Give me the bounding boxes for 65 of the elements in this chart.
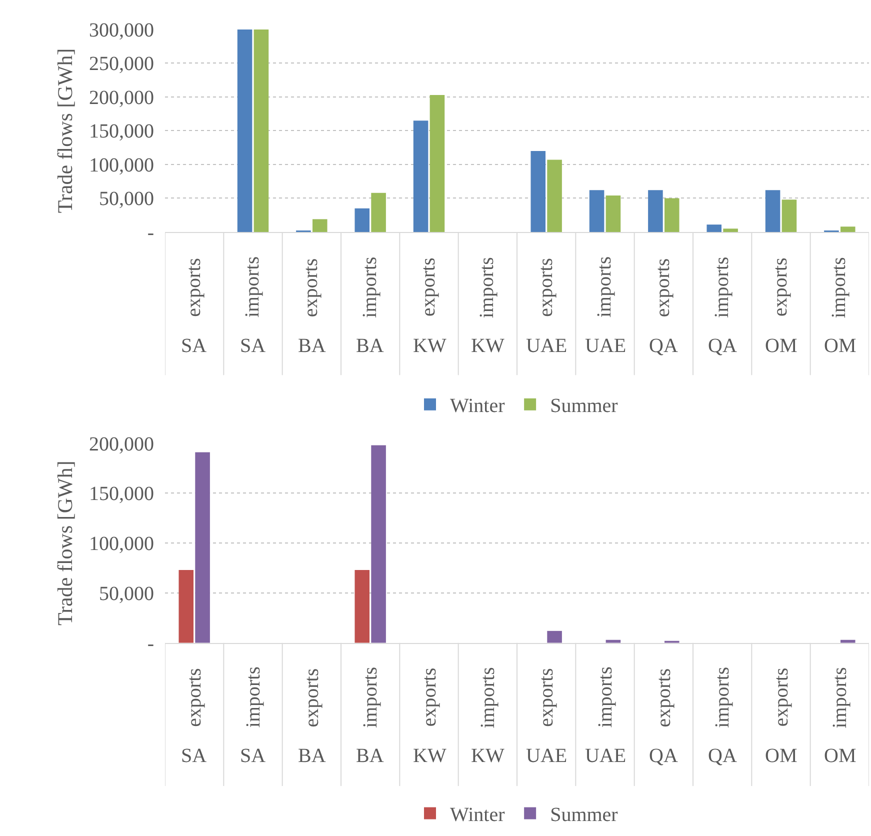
bar <box>648 190 663 232</box>
y-tick-label: 100,000 <box>89 154 154 176</box>
y-tick-label: 50,000 <box>99 188 154 210</box>
x-tick-label: imports OM <box>824 256 856 357</box>
bar <box>354 208 370 232</box>
y-tick-label: - <box>147 632 154 655</box>
x-tick-label: exports OM <box>765 668 798 767</box>
legend-label: Summer <box>550 804 618 826</box>
x-tick-label: imports SA <box>240 256 266 357</box>
x-tick-label: exports BA <box>298 258 326 357</box>
bar <box>664 198 680 232</box>
x-tick-label: exports BA <box>298 668 326 767</box>
bar <box>312 219 328 232</box>
y-axis-title: Trade flows [GWh] <box>53 48 78 214</box>
x-tick-label: exports UAE <box>526 258 568 357</box>
bar <box>178 570 194 643</box>
x-tick-label: imports KW <box>471 666 504 767</box>
bar <box>371 192 386 232</box>
bar <box>530 150 546 232</box>
y-axis-title: Trade flows [GWh] <box>53 460 78 626</box>
x-tick-label: imports BA <box>356 256 384 357</box>
x-tick-label: imports QA <box>708 666 738 767</box>
x-tick-label: exports OM <box>765 257 798 357</box>
bar <box>606 196 621 232</box>
y-tick-label: 300,000 <box>89 19 154 42</box>
x-tick-label: exports KW <box>413 257 446 357</box>
x-tick-label: exports QA <box>649 258 678 357</box>
x-tick-label: exports UAE <box>526 668 568 767</box>
bar <box>195 452 210 643</box>
bar <box>413 120 428 232</box>
bar <box>840 226 856 232</box>
legend-label: Summer <box>550 395 618 418</box>
x-tick-label: imports OM <box>824 666 856 767</box>
bar <box>765 190 780 232</box>
bar <box>589 190 604 232</box>
x-tick-label: imports UAE <box>585 666 626 767</box>
legend-label: Winter <box>450 395 506 418</box>
legend-label: Winter <box>450 804 506 826</box>
bar <box>706 224 722 232</box>
y-tick-label: 150,000 <box>89 483 154 506</box>
x-tick-label: imports KW <box>471 256 504 357</box>
x-tick-label: imports UAE <box>585 256 626 357</box>
bar <box>354 570 370 643</box>
y-tick-label: 250,000 <box>89 53 154 76</box>
bar <box>782 200 797 232</box>
y-tick-label: 200,000 <box>89 86 154 109</box>
x-tick-label: imports QA <box>708 256 738 357</box>
x-tick-label: imports BA <box>356 666 384 767</box>
x-tick-label: exports KW <box>413 668 446 767</box>
x-tick-label: imports SA <box>240 666 266 767</box>
x-tick-label: exports SA <box>181 668 208 767</box>
y-tick-label: 50,000 <box>99 582 154 605</box>
x-tick-label: exports QA <box>649 668 678 767</box>
y-tick-label: 100,000 <box>89 533 154 556</box>
y-tick-label: 150,000 <box>89 120 154 143</box>
bar <box>237 29 252 232</box>
y-tick-label: - <box>147 222 154 244</box>
bar <box>430 94 445 232</box>
bar <box>547 160 562 232</box>
y-tick-label: 200,000 <box>89 433 154 456</box>
bar <box>254 29 269 232</box>
x-tick-label: exports SA <box>181 258 208 357</box>
bar <box>371 445 386 643</box>
bar <box>723 228 738 232</box>
bar <box>547 630 562 643</box>
